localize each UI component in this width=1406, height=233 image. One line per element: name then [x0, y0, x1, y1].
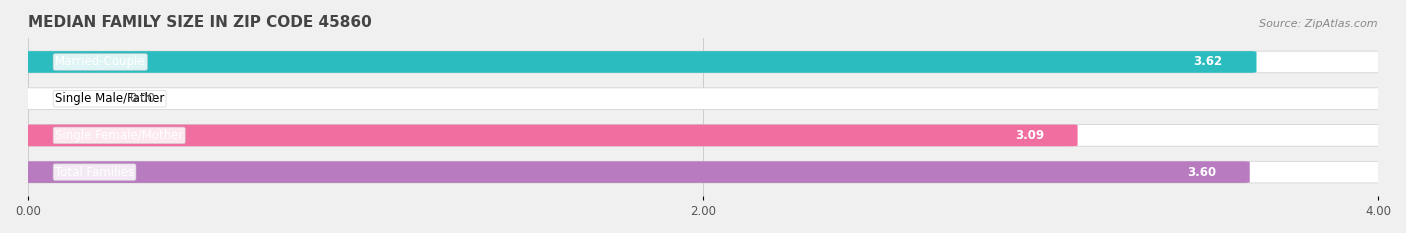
Text: Source: ZipAtlas.com: Source: ZipAtlas.com: [1260, 19, 1378, 29]
Text: Total Families: Total Families: [55, 166, 134, 179]
FancyBboxPatch shape: [21, 51, 1385, 73]
Text: 3.09: 3.09: [1015, 129, 1043, 142]
FancyBboxPatch shape: [21, 161, 1385, 183]
Text: 3.62: 3.62: [1194, 55, 1223, 69]
Text: Married-Couple: Married-Couple: [55, 55, 146, 69]
FancyBboxPatch shape: [21, 125, 1077, 146]
Text: 3.60: 3.60: [1187, 166, 1216, 179]
Text: Single Female/Mother: Single Female/Mother: [55, 129, 183, 142]
Text: Single Male/Father: Single Male/Father: [55, 92, 165, 105]
FancyBboxPatch shape: [21, 125, 1385, 146]
Text: MEDIAN FAMILY SIZE IN ZIP CODE 45860: MEDIAN FAMILY SIZE IN ZIP CODE 45860: [28, 15, 371, 30]
FancyBboxPatch shape: [21, 161, 1250, 183]
Text: 0.00: 0.00: [129, 92, 155, 105]
FancyBboxPatch shape: [21, 51, 1257, 73]
FancyBboxPatch shape: [21, 88, 1385, 110]
